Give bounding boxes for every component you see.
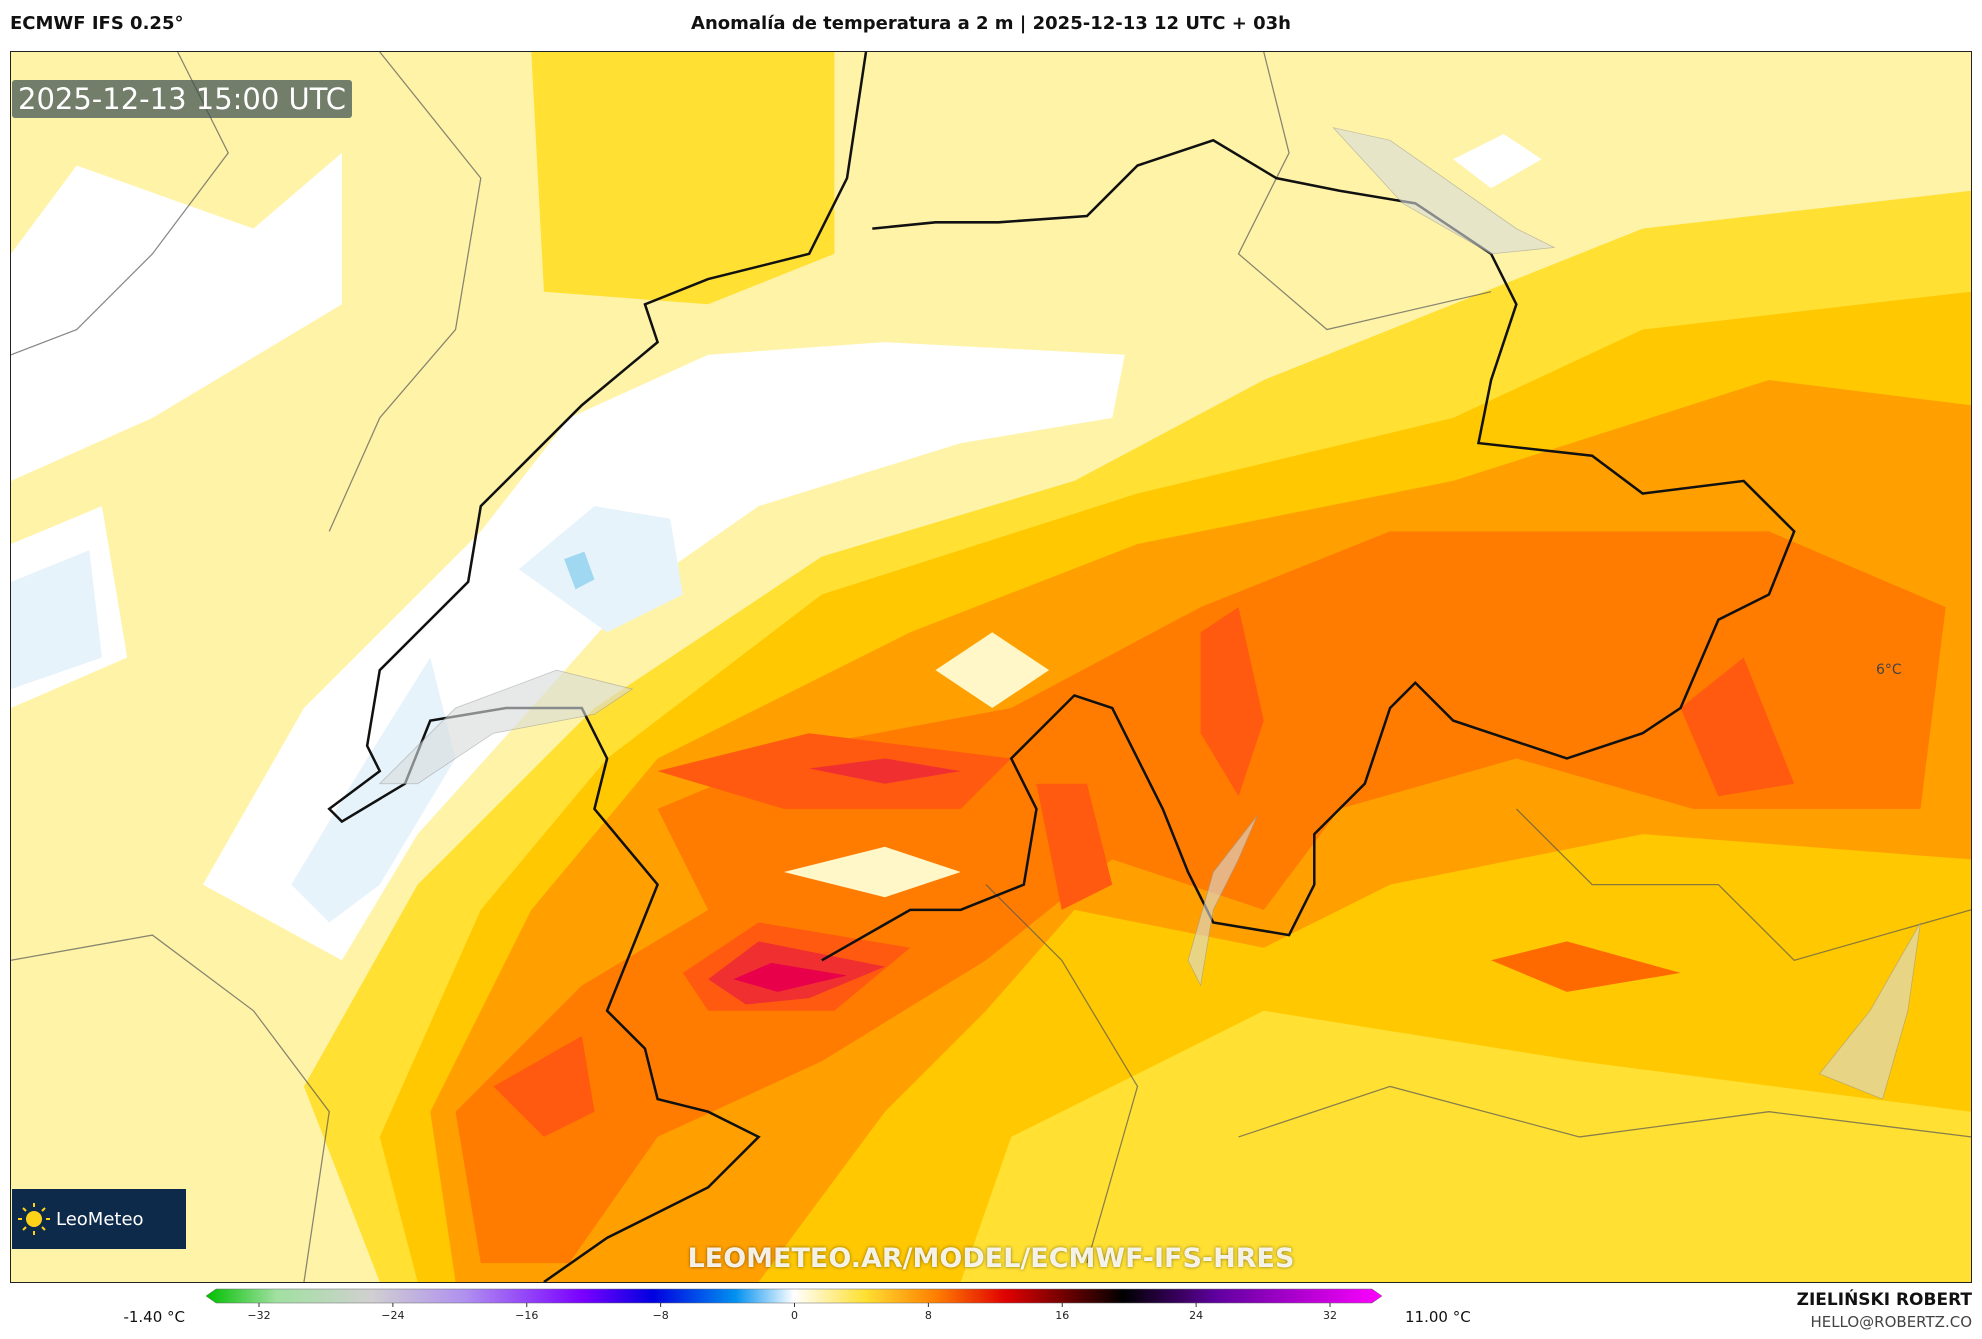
- colorbar-tick-label: −16: [515, 1309, 538, 1322]
- colorbar-tick-label: 16: [1055, 1309, 1069, 1322]
- colorbar-max: 11.00 °C: [1405, 1308, 1471, 1326]
- colorbar-tick-label: 8: [925, 1309, 932, 1322]
- model-name: ECMWF IFS 0.25°: [10, 13, 184, 34]
- email[interactable]: HELLO@ROBERTZ.CO: [1810, 1313, 1972, 1331]
- map: [10, 51, 1972, 1283]
- logo-text: LeoMeteo: [56, 1208, 144, 1230]
- contour-label: 6°C: [1876, 662, 1902, 678]
- valid-time: 2025-12-13 15:00 UTC: [12, 80, 353, 118]
- logo[interactable]: LeoMeteo: [12, 1189, 186, 1249]
- colorbar-tick-label: 24: [1189, 1309, 1203, 1322]
- author: ZIELIŃSKI ROBERT: [1796, 1290, 1972, 1310]
- colorbar: -1.40 °C 11.00 °C −32 −24 −16 −8 0 8 16 24 32: [123, 1288, 1471, 1326]
- colorbar-tick-label: 32: [1323, 1309, 1337, 1322]
- map-title: Anomalía de temperatura a 2 m | 2025-12-…: [691, 13, 1291, 34]
- colorbar-tick-label: −32: [247, 1309, 270, 1322]
- colorbar-tick-label: 0: [791, 1309, 798, 1322]
- colorbar-tick-label: −8: [653, 1309, 669, 1322]
- watermark: LEOMETEO.AR/MODEL/ECMWF-IFS-HRES: [687, 1243, 1295, 1274]
- logo-sun: [18, 1203, 50, 1235]
- colorbar-gradient: [205, 1288, 1383, 1304]
- colorbar-min: -1.40 °C: [123, 1308, 185, 1326]
- colorbar-tick-label: −24: [381, 1309, 404, 1322]
